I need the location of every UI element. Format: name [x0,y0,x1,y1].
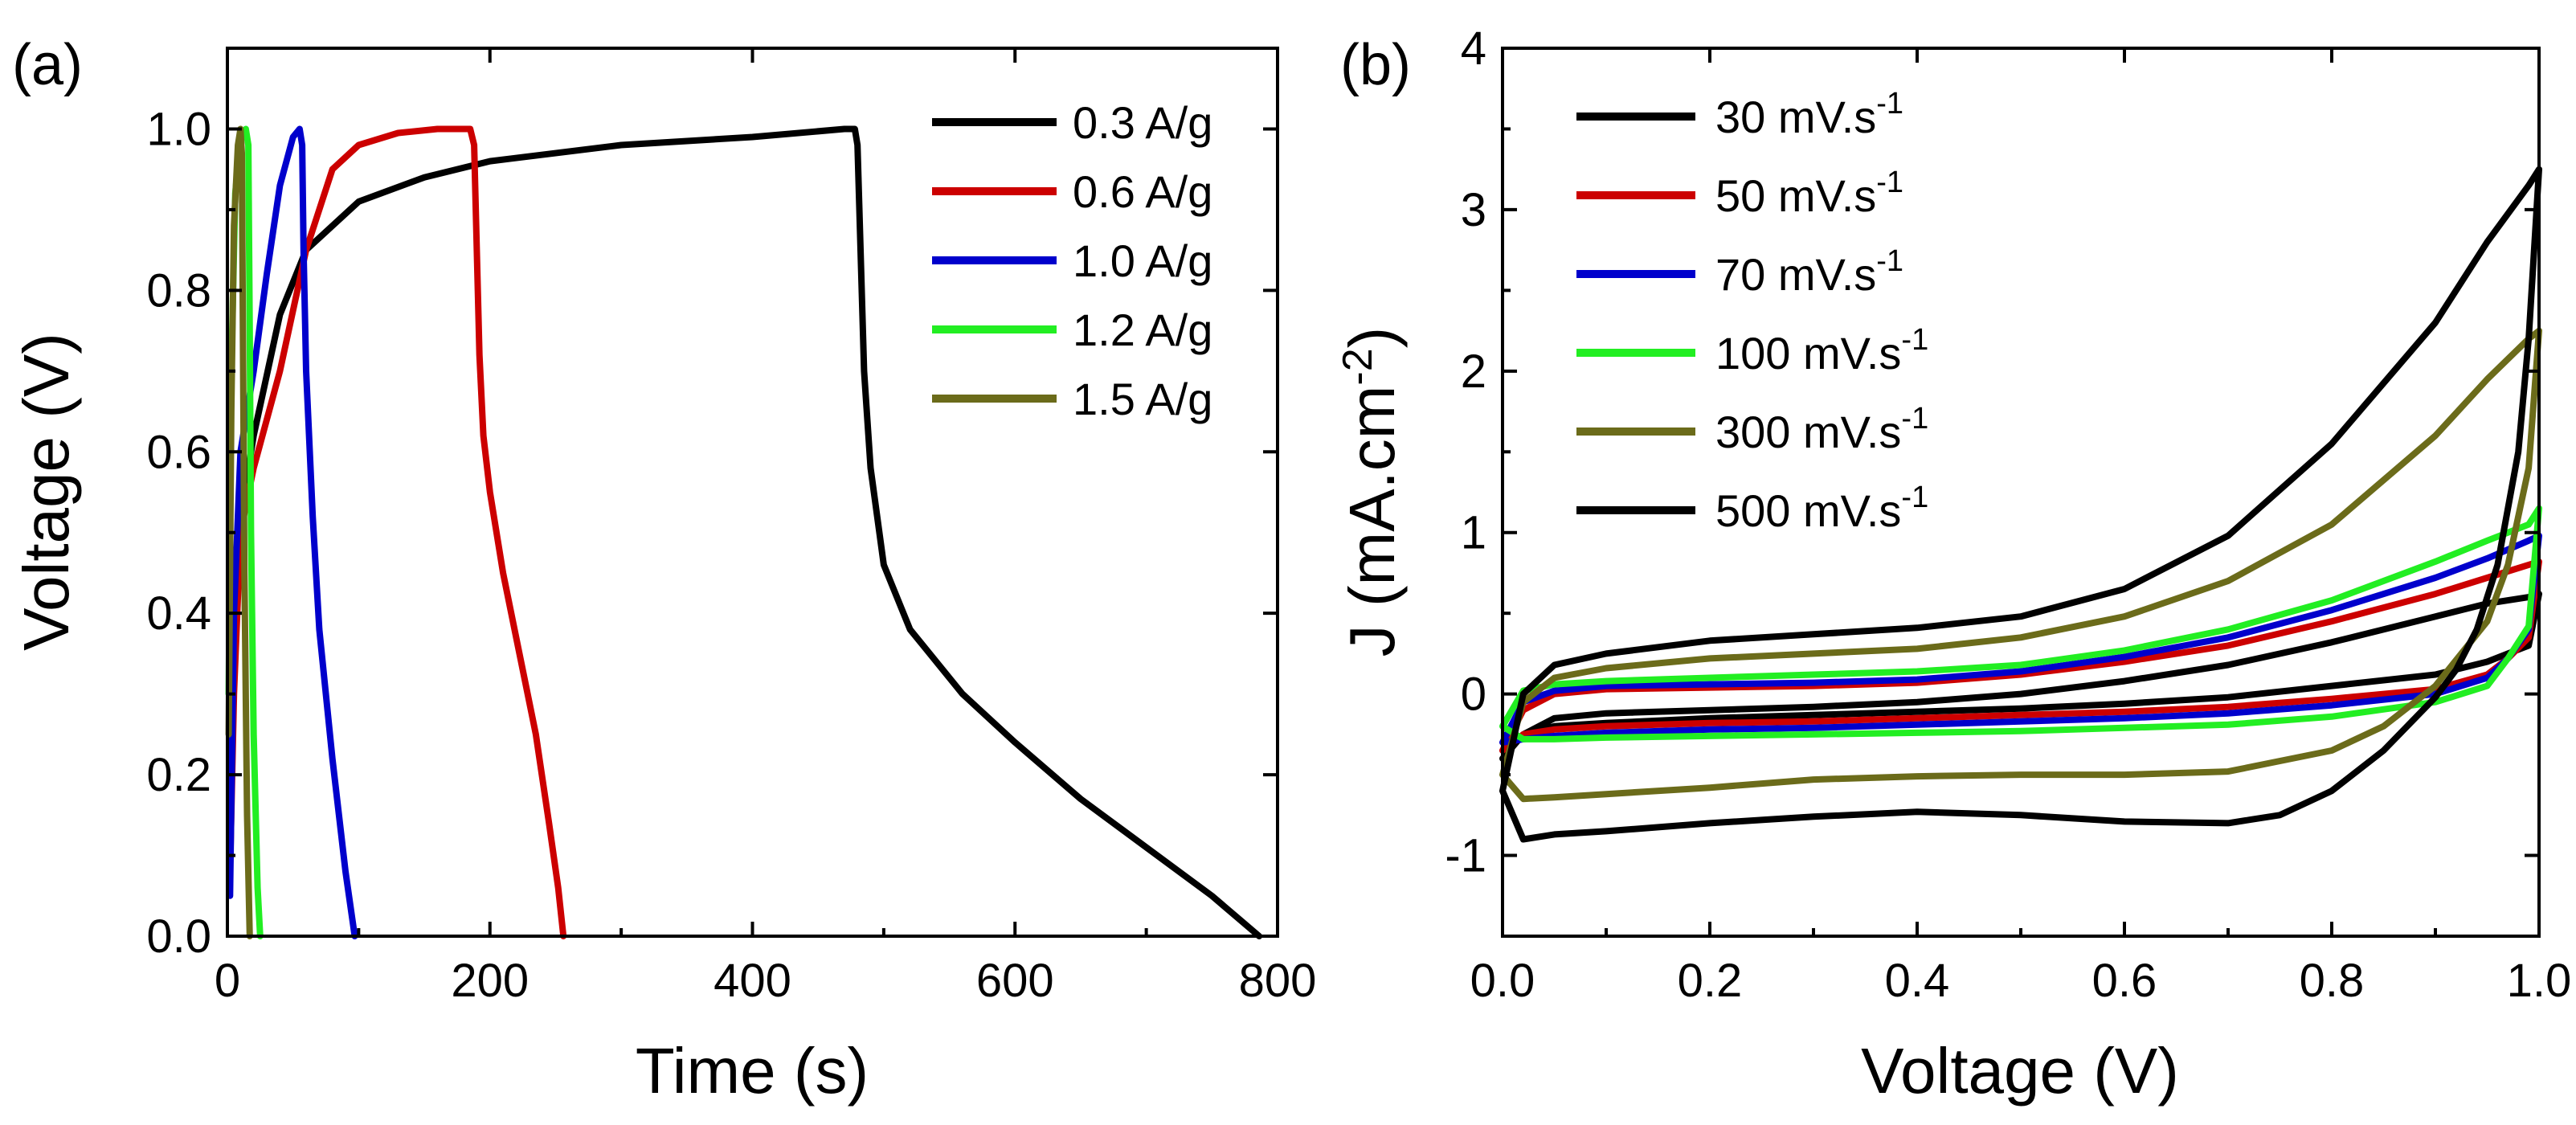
x-tick-label: 0.4 [1885,955,1950,1007]
y-tick-label: 0.0 [146,910,211,963]
series-group [225,125,1263,939]
x-tick-label: 0.2 [1678,955,1743,1007]
legend-label: 1.0 A/g [1073,235,1212,286]
y-tick-label: -1 [1445,830,1486,882]
y-tick-label: 1.0 [146,103,211,155]
x-tick-label: 0.0 [1470,955,1535,1007]
series-line [1499,327,2542,803]
x-tick-label: 800 [1239,955,1317,1007]
y-tick-label: 0.6 [146,426,211,478]
series-group [1499,166,2542,843]
y-tick-label: 4 [1461,22,1486,75]
panel-a-chart: (a) 0 200 400 600 800 0.0 0.2 0.4 0.6 0.8 1.0 Time (… [10,33,1316,1107]
x-tick-label: 1.0 [2507,955,2572,1007]
x-tick-label: 0.6 [2092,955,2157,1007]
y-axis-title: J (mA.cm-2) [1335,327,1408,657]
legend-label: 500 mV.s-1 [1715,481,1928,536]
y-tick-label: 0.8 [146,264,211,317]
legend-label: 1.2 A/g [1073,305,1212,355]
legend-label: 300 mV.s-1 [1715,402,1928,457]
panel-b-chart: (b) 0.0 0.2 0.4 0.6 0.8 1.0 -1 0 1 2 3 4 Voltage (V) J… [1335,22,2571,1107]
y-tick-label: 0.2 [146,749,211,801]
y-tick-label: 2 [1461,346,1486,398]
panel-label: (b) [1340,33,1411,97]
y-tick-label: 3 [1461,184,1486,236]
series-line [227,125,567,939]
legend-label: 50 mV.s-1 [1715,166,1903,221]
legend: 0.3 A/g 0.6 A/g 1.0 A/g 1.2 A/g 1.5 A/g [932,97,1212,424]
legend-label: 100 mV.s-1 [1715,323,1928,378]
series-line [225,125,253,939]
legend-label: 30 mV.s-1 [1715,87,1903,142]
x-tick-label: 400 [714,955,791,1007]
x-axis-title: Time (s) [636,1035,869,1107]
legend-label: 70 mV.s-1 [1715,244,1903,300]
panel-label: (a) [12,33,83,97]
legend-label: 1.5 A/g [1073,374,1212,424]
legend-label: 0.6 A/g [1073,166,1212,217]
legend-label: 0.3 A/g [1073,97,1212,148]
y-tick-label: 0 [1461,669,1486,721]
x-tick-label: 0.8 [2300,955,2365,1007]
y-axis-title: Voltage (V) [10,333,82,651]
x-axis-title: Voltage (V) [1861,1035,2179,1107]
x-tick-label: 600 [976,955,1054,1007]
y-tick-label: 1 [1461,507,1486,559]
plot-frame [1501,47,2541,938]
series-line [227,125,1263,939]
x-tick-label: 0 [215,955,240,1007]
y-tick-label: 0.4 [146,587,211,640]
legend: 30 mV.s-1 50 mV.s-1 70 mV.s-1 100 mV.s-1 300… [1576,87,1928,536]
x-tick-label: 200 [451,955,529,1007]
series-line [1499,505,2542,742]
series-line [1499,166,2542,843]
